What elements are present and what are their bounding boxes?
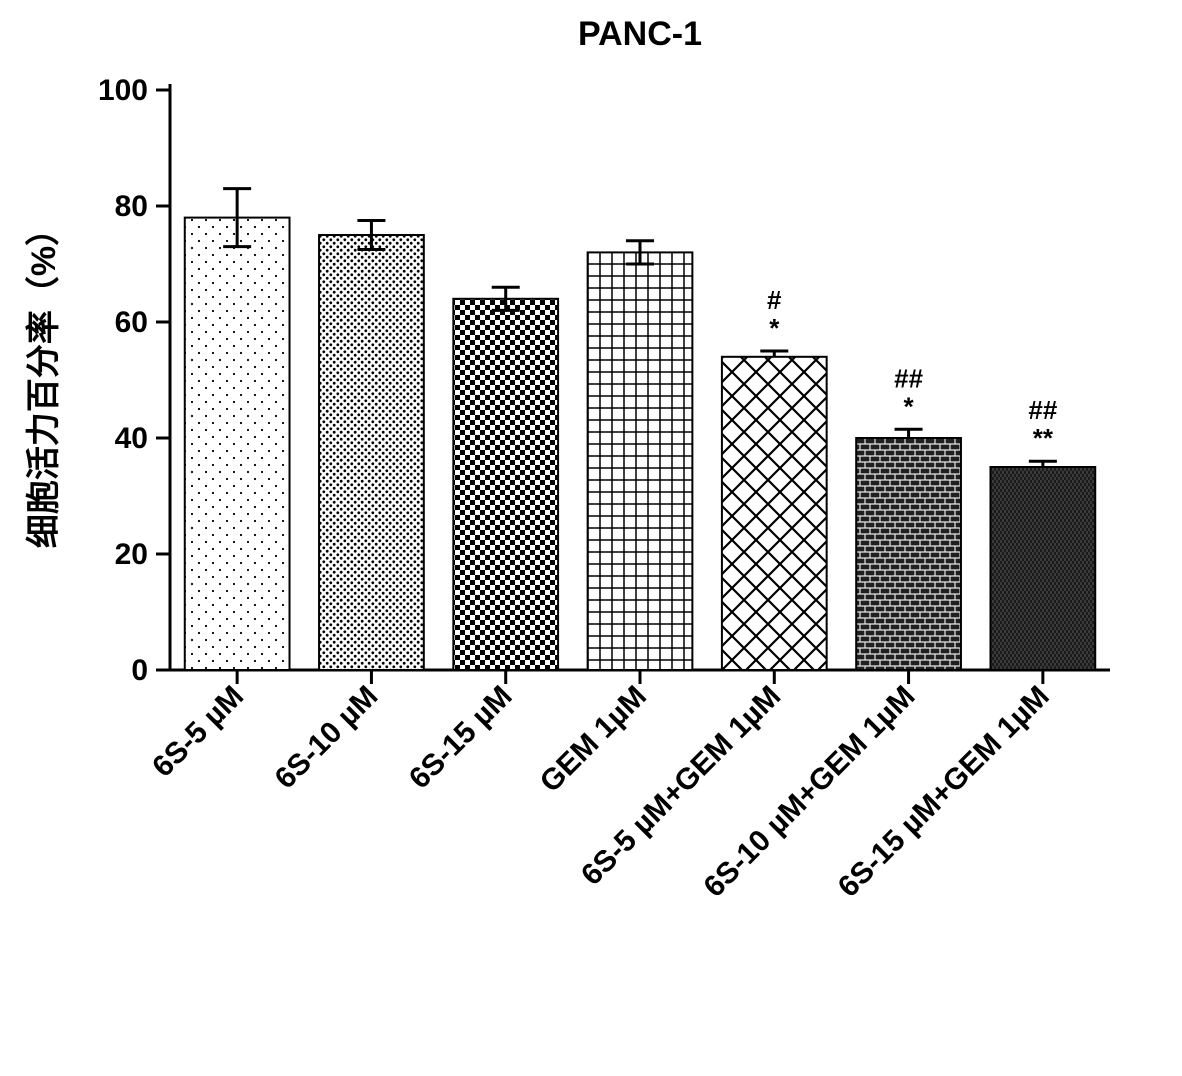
y-axis: 0 20 40 60 80 100 bbox=[98, 74, 170, 687]
bar bbox=[453, 299, 558, 670]
y-tick-label: 100 bbox=[98, 74, 148, 107]
chart-title: PANC-1 bbox=[578, 15, 702, 53]
significance-marker: ## bbox=[1028, 395, 1057, 425]
x-tick-label: GEM 1µM bbox=[534, 680, 653, 799]
significance-marker: # bbox=[767, 285, 782, 315]
y-tick-label: 0 bbox=[131, 654, 148, 687]
y-tick-label: 60 bbox=[115, 306, 148, 339]
bar bbox=[319, 235, 424, 670]
x-tick-label: 6S-5 µM bbox=[146, 680, 250, 784]
x-tick-label: 6S-10 µM bbox=[269, 680, 385, 796]
y-tick-label: 80 bbox=[115, 190, 148, 223]
y-tick-label: 40 bbox=[115, 422, 148, 455]
significance-marker: * bbox=[904, 391, 915, 421]
bar bbox=[722, 357, 827, 670]
bar-chart: PANC-1 细胞活力百分率（%） 020406080100 *#*##**##… bbox=[0, 0, 1182, 1076]
significance-marker: ## bbox=[894, 363, 923, 393]
chart-container: PANC-1 细胞活力百分率（%） 020406080100 *#*##**##… bbox=[0, 0, 1182, 1076]
x-axis bbox=[170, 670, 1110, 684]
y-tick-label: 20 bbox=[115, 538, 148, 571]
bar bbox=[990, 467, 1095, 670]
x-tick-label: 6S-15 µM bbox=[403, 680, 519, 796]
y-axis-label: 细胞活力百分率（%） bbox=[24, 212, 63, 548]
bars-group bbox=[185, 218, 1095, 670]
x-tick-labels: 6S-5 µM6S-10 µM6S-15 µMGEM 1µM6S-5 µM+GE… bbox=[146, 680, 1056, 904]
significance-marker: * bbox=[769, 313, 780, 343]
bar bbox=[185, 218, 290, 670]
bar bbox=[588, 252, 693, 670]
bar bbox=[856, 438, 961, 670]
significance-marker: ** bbox=[1033, 423, 1054, 453]
